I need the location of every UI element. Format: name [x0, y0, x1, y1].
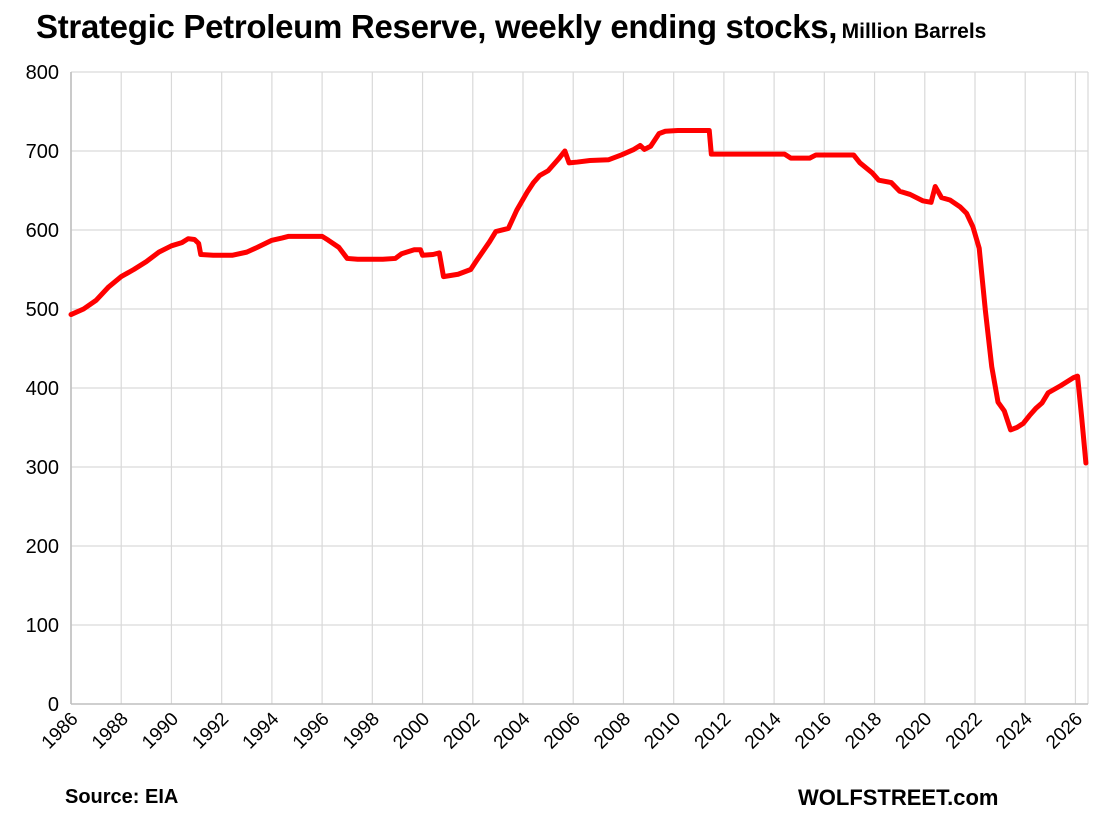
y-tick-label: 700 — [26, 141, 59, 163]
source-note: Source: EIA — [65, 786, 179, 808]
x-tick-label: 2022 — [942, 709, 987, 754]
x-tick-label: 1992 — [188, 709, 233, 754]
y-tick-label: 300 — [26, 457, 59, 479]
x-tick-label: 1988 — [88, 709, 133, 754]
x-tick-label: 2006 — [540, 709, 585, 754]
x-tick-label: 2020 — [892, 709, 937, 754]
x-tick-label: 1996 — [289, 709, 334, 754]
y-tick-label: 100 — [26, 615, 59, 637]
y-tick-label: 400 — [26, 378, 59, 400]
x-tick-label: 2016 — [791, 709, 836, 754]
y-tick-label: 200 — [26, 536, 59, 558]
y-tick-label: 600 — [26, 220, 59, 242]
x-tick-label: 2000 — [389, 709, 434, 754]
x-tick-label: 2010 — [640, 709, 685, 754]
series-group — [68, 127, 1089, 466]
x-tick-label: 2008 — [590, 709, 635, 754]
y-tick-label: 500 — [26, 299, 59, 321]
chart-title: Strategic Petroleum Reserve, weekly endi… — [36, 8, 986, 46]
x-tick-label: 1990 — [138, 709, 183, 754]
x-tick-label: 2014 — [741, 708, 786, 753]
brand-credit: WOLFSTREET.com — [798, 785, 999, 810]
x-tick-label: 1994 — [239, 708, 284, 753]
horizontal-gridlines — [70, 71, 1088, 705]
x-tick-label: 1986 — [38, 709, 83, 754]
x-tick-label: 2002 — [440, 709, 485, 754]
y-axis-tick-labels: 0 100 200 300 400 500 600 700 800 — [26, 62, 59, 716]
chart-title-main: Strategic Petroleum Reserve, weekly endi… — [36, 8, 838, 45]
x-tick-label: 2018 — [841, 709, 886, 754]
series-line — [68, 127, 1089, 466]
chart-title-unit: Million Barrels — [841, 20, 987, 43]
x-tick-label: 2012 — [691, 709, 736, 754]
x-tick-label: 1998 — [339, 709, 384, 754]
x-tick-label: 2004 — [490, 708, 535, 753]
y-tick-label: 0 — [48, 694, 59, 716]
x-tick-label: 2024 — [992, 708, 1037, 753]
x-axis-tick-labels: 1986 1988 1990 1992 1994 1996 1998 2000 2002 2004… — [38, 708, 1087, 753]
x-tick-label: 2026 — [1042, 709, 1087, 754]
y-tick-label: 800 — [26, 62, 59, 84]
